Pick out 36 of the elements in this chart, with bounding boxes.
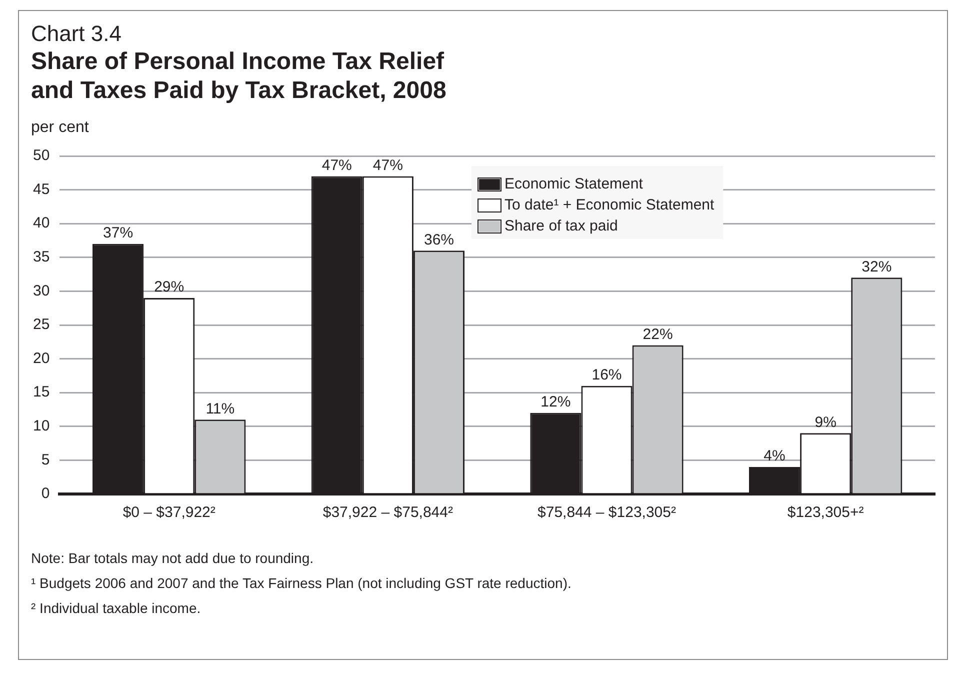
- data-label: 11%: [206, 400, 235, 418]
- text: ² Individual taxable income.: [31, 600, 202, 616]
- data-label: 47%: [322, 156, 352, 174]
- x-tick-label: $75,844 – $123,305²: [538, 504, 676, 522]
- text: ¹ Budgets 2006 and 2007 and the Tax Fairness Plan (not including GST rate reduction).: [31, 575, 572, 591]
- data-label: 16%: [592, 366, 622, 384]
- y-tick-label: 5: [41, 451, 50, 468]
- data-label: 29%: [154, 278, 184, 296]
- data-label: 37%: [103, 224, 134, 242]
- y-tick-label: 45: [32, 180, 50, 198]
- legend-label: To date¹ + Economic Statement: [504, 196, 716, 214]
- data-label: 32%: [862, 258, 892, 276]
- data-label: 12%: [540, 394, 571, 411]
- y-tick-label: 15: [32, 384, 50, 401]
- y-tick-label: 50: [32, 147, 50, 164]
- y-tick-label: 30: [32, 282, 50, 300]
- data-label: 9%: [814, 414, 836, 431]
- data-label: 36%: [424, 231, 454, 248]
- legend-label: Share of tax paid: [504, 218, 618, 235]
- data-label: 22%: [642, 326, 673, 343]
- x-tick-label: $0 – $37,922²: [122, 504, 216, 522]
- y-axis-title: per cent: [31, 119, 90, 137]
- y-tick-label: 35: [32, 248, 50, 266]
- y-tick-label: 20: [32, 350, 50, 367]
- y-tick-label: 10: [32, 418, 50, 435]
- data-label: 4%: [764, 448, 786, 465]
- x-tick-label: $37,922 – $75,844²: [322, 504, 453, 522]
- x-tick-label: $123,305+²: [787, 504, 864, 522]
- y-tick-label: 0: [41, 485, 50, 502]
- legend-label: Economic Statement: [504, 176, 644, 193]
- text: Note: Bar totals may not add due to rounding.: [31, 550, 315, 566]
- chart-title: Share of Personal Income Tax Relief and Taxes Paid by Tax Bracket, 2008: [31, 47, 448, 105]
- y-tick-label: 40: [32, 214, 50, 232]
- y-tick-label: 25: [32, 316, 50, 334]
- chart-subtitle: Chart 3.4: [31, 21, 122, 47]
- data-label: 47%: [372, 156, 403, 174]
